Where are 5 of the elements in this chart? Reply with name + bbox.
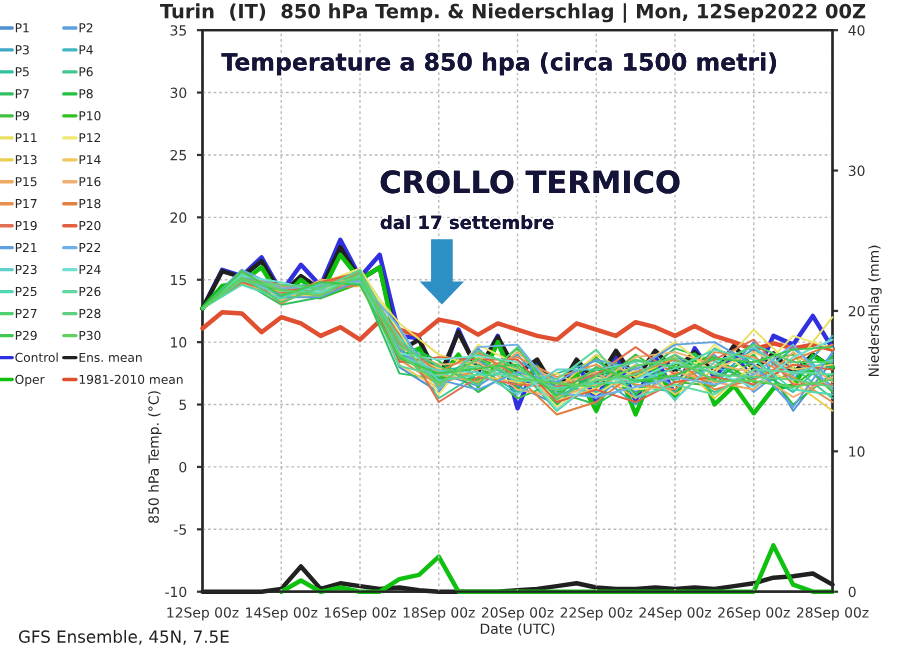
chart-title: Turin (IT) 850 hPa Temp. & Niederschlag | Mon, 12Sep2022 00Z <box>159 3 866 23</box>
annotation: Temperature a 850 hpa (circa 1500 metri) <box>221 52 776 76</box>
annotation: CROLLO TERMICO <box>380 170 680 194</box>
annotation: dal 17 settembre <box>380 215 554 230</box>
text: GFS Ensemble, 45N, 7.5E <box>18 630 229 645</box>
